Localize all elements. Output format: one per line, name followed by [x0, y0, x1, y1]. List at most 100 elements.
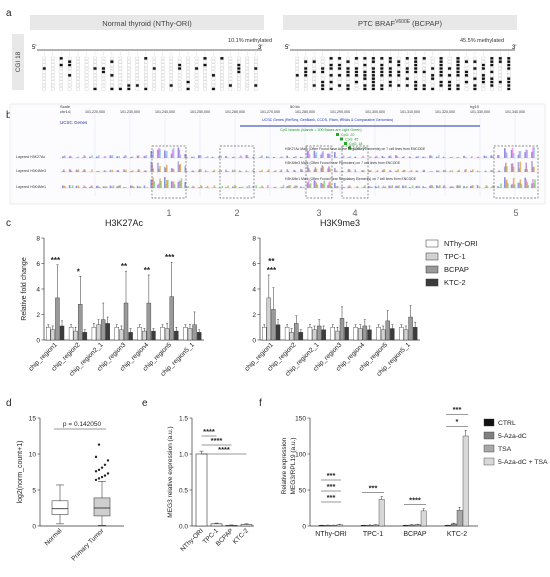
y-tick-label: 50: [299, 487, 307, 494]
cpg-site: [59, 63, 63, 67]
bar: [366, 525, 373, 527]
cpg-site: [337, 80, 342, 84]
cpg-site: [380, 84, 384, 87]
cpg-site: [447, 80, 452, 84]
cpg-site: [363, 84, 367, 87]
significance-mark: ***: [369, 483, 378, 492]
region-number: 1: [166, 208, 171, 218]
track-signal: [261, 155, 263, 158]
track-signal: [225, 155, 227, 158]
track-signal: [206, 171, 209, 172]
track-signal: [432, 186, 434, 188]
track-signal: [336, 156, 338, 158]
track-signal: [348, 185, 351, 188]
cpg-site: [254, 77, 258, 81]
track-signal: [170, 181, 173, 188]
cpg-site: [135, 56, 140, 60]
track-signal: [307, 151, 310, 158]
track-signal: [390, 171, 392, 172]
track-signal: [449, 157, 452, 158]
track-signal: [150, 151, 152, 158]
cpg-site: [405, 73, 409, 77]
bar: [399, 327, 404, 341]
cpg-site: [447, 87, 452, 91]
track-signal: [451, 156, 454, 158]
cpg-site: [295, 84, 299, 87]
cpg-site: [110, 56, 114, 60]
right-3-end: 3': [512, 45, 516, 51]
cpg-site: [110, 70, 114, 74]
track-signal: [376, 187, 379, 188]
bar: [402, 525, 409, 527]
cpg-site: [295, 60, 299, 64]
track-signal: [105, 186, 108, 188]
cpg-site: [388, 63, 393, 67]
cpg-site: [254, 84, 258, 87]
cpg-island-mark: [340, 137, 343, 141]
cpg-site: [397, 60, 401, 64]
cpg-site: [203, 56, 207, 60]
track-signal: [103, 186, 106, 188]
cpg-site: [194, 60, 199, 64]
cpg-site: [144, 84, 148, 87]
track-signal: [171, 181, 174, 188]
cpg-site: [380, 60, 384, 64]
track-signal: [239, 155, 242, 158]
track-signal: [383, 186, 386, 188]
cpg-site: [169, 84, 173, 87]
track-signal: [306, 150, 309, 158]
cpg-site: [371, 63, 376, 67]
track-signal: [320, 167, 322, 172]
cpg-site: [67, 87, 72, 91]
cpg-site: [118, 56, 123, 60]
cpg-site: [456, 77, 460, 81]
track-signal: [211, 156, 214, 158]
region-number: 4: [352, 208, 357, 218]
cpg-site: [439, 80, 443, 84]
cpg-site: [254, 87, 258, 91]
track-signal: [429, 185, 431, 188]
cpg-island-label: CpG: 20: [341, 133, 354, 137]
track-signal: [165, 168, 167, 172]
track-signal: [166, 180, 168, 188]
track-signal: [204, 157, 207, 158]
histone-tracks: Layered H3K27Ac H3K27Ac Mark (Often Found…: [16, 147, 540, 189]
cpg-site: [397, 87, 401, 91]
cpg-site: [320, 60, 325, 64]
track-signal: [97, 171, 99, 172]
cpg-site: [254, 60, 258, 64]
y-tick-label: 1.0: [179, 451, 188, 458]
track-signal: [472, 185, 474, 188]
panel-label-d: d: [6, 398, 12, 409]
track-signal: [531, 183, 533, 188]
track-signal: [322, 184, 324, 188]
cpg-site: [186, 77, 190, 81]
track-signal: [281, 156, 284, 158]
track-signal: [96, 156, 98, 158]
cpg-site: [228, 67, 233, 70]
y-tick-label: 15: [29, 415, 37, 422]
cpg-site: [405, 77, 409, 81]
cpg-site: [430, 87, 435, 91]
track-signal: [288, 157, 290, 158]
track-signal: [288, 185, 290, 188]
track-signal: [268, 169, 270, 172]
left-3-end: 3': [258, 45, 262, 51]
cpg-site: [507, 80, 511, 84]
right-methylation: 45.5% methylated: [460, 38, 504, 44]
scale-label: Scale: [60, 104, 71, 109]
cpg-site: [76, 56, 80, 60]
cpg-site: [59, 77, 63, 81]
track-signal: [470, 170, 472, 172]
cpg-site: [220, 80, 224, 84]
track-signal: [296, 185, 298, 188]
cpg-island-mark: [348, 146, 351, 150]
cpg-site: [430, 60, 435, 64]
cpg-site: [464, 67, 469, 70]
track-signal: [417, 155, 420, 158]
region-number: 3: [316, 208, 321, 218]
cpg-site: [118, 87, 123, 91]
cpg-site: [127, 67, 131, 70]
cpg-site: [507, 56, 511, 60]
cpg-site: [50, 63, 55, 67]
